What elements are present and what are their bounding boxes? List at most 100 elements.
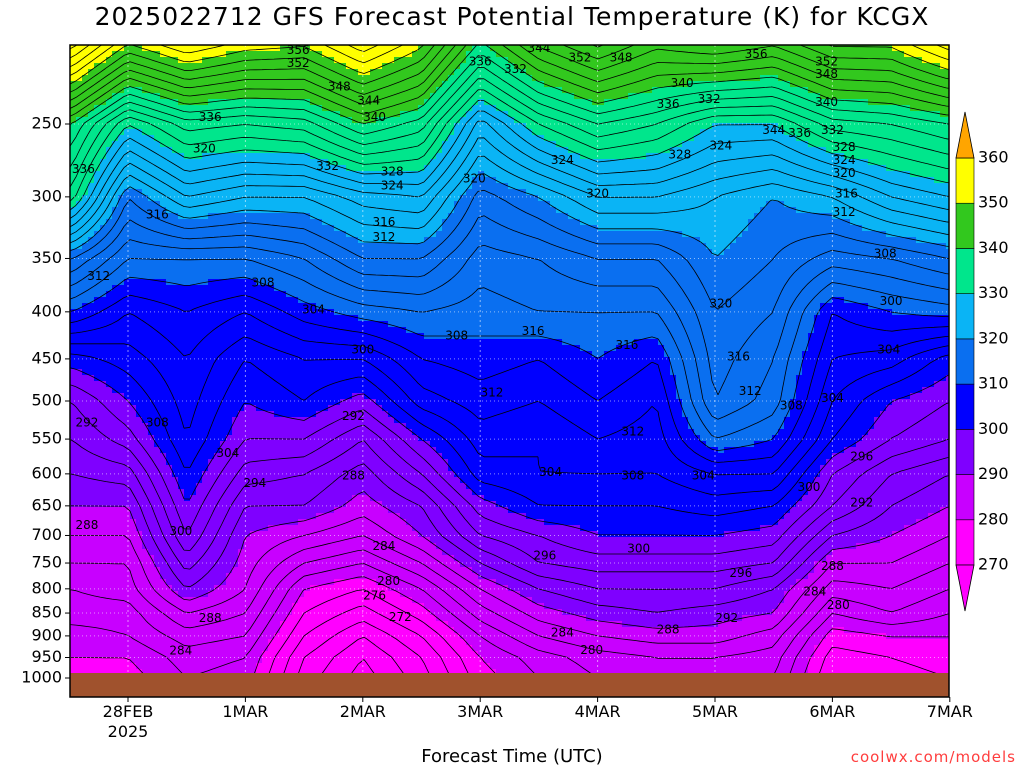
field-cell xyxy=(262,189,269,196)
field-cell xyxy=(232,165,239,172)
field-cell xyxy=(862,45,869,52)
field-cell xyxy=(868,189,875,196)
field-cell xyxy=(586,147,593,154)
field-cell xyxy=(562,201,569,208)
field-cell xyxy=(592,147,599,154)
field-cell xyxy=(898,117,905,124)
field-cell xyxy=(154,231,161,238)
field-cell xyxy=(580,195,587,202)
field-cell xyxy=(670,57,677,64)
field-cell xyxy=(766,81,773,88)
field-cell xyxy=(244,81,251,88)
field-cell xyxy=(706,63,713,70)
field-cell xyxy=(370,201,377,208)
field-cell xyxy=(274,99,281,106)
field-cell xyxy=(490,189,497,196)
field-cell xyxy=(664,243,671,250)
field-cell xyxy=(460,141,467,148)
field-cell xyxy=(430,45,437,52)
field-cell xyxy=(514,51,521,58)
field-cell xyxy=(508,69,515,76)
field-cell xyxy=(436,87,443,94)
field-cell xyxy=(160,183,167,190)
field-cell xyxy=(448,81,455,88)
field-cell xyxy=(856,225,863,232)
field-cell xyxy=(814,231,821,238)
field-cell xyxy=(508,177,515,184)
field-cell xyxy=(496,105,503,112)
field-cell xyxy=(892,99,899,106)
field-cell xyxy=(532,93,539,100)
field-cell xyxy=(196,201,203,208)
field-cell xyxy=(646,195,653,202)
field-cell xyxy=(76,69,83,76)
field-cell xyxy=(616,123,623,130)
field-cell xyxy=(148,213,155,220)
field-cell xyxy=(538,231,545,238)
field-cell xyxy=(364,45,371,52)
field-cell xyxy=(412,219,419,226)
field-cell xyxy=(112,225,119,232)
field-cell xyxy=(148,153,155,160)
field-cell xyxy=(364,159,371,166)
field-cell xyxy=(736,171,743,178)
field-cell xyxy=(712,99,719,106)
field-cell xyxy=(628,81,635,88)
field-cell xyxy=(202,219,209,226)
field-cell xyxy=(652,93,659,100)
field-cell xyxy=(796,75,803,82)
field-cell xyxy=(562,51,569,58)
field-cell xyxy=(598,189,605,196)
field-cell xyxy=(784,225,791,232)
field-cell xyxy=(568,153,575,160)
field-cell xyxy=(472,129,479,136)
field-cell xyxy=(646,213,653,220)
field-cell xyxy=(490,45,497,52)
field-cell xyxy=(706,87,713,94)
field-cell xyxy=(706,189,713,196)
field-cell xyxy=(682,87,689,94)
field-cell xyxy=(334,69,341,76)
field-cell xyxy=(232,207,239,214)
field-cell xyxy=(310,117,317,124)
field-cell xyxy=(490,165,497,172)
field-cell xyxy=(226,165,233,172)
field-cell xyxy=(670,147,677,154)
field-cell xyxy=(694,123,701,130)
field-cell xyxy=(676,201,683,208)
field-cell xyxy=(622,123,629,130)
field-cell xyxy=(424,201,431,208)
field-cell xyxy=(334,99,341,106)
field-cell xyxy=(586,153,593,160)
field-cell xyxy=(148,201,155,208)
field-cell xyxy=(610,147,617,154)
field-cell xyxy=(448,75,455,82)
field-cell xyxy=(754,141,761,148)
field-cell xyxy=(790,159,797,166)
field-cell xyxy=(694,147,701,154)
field-cell xyxy=(670,135,677,142)
field-cell xyxy=(754,147,761,154)
field-cell xyxy=(412,213,419,220)
field-cell xyxy=(826,159,833,166)
field-cell xyxy=(742,63,749,70)
field-cell xyxy=(352,165,359,172)
field-cell xyxy=(640,69,647,76)
field-cell xyxy=(640,99,647,106)
field-cell xyxy=(754,189,761,196)
field-cell xyxy=(358,225,365,232)
field-cell xyxy=(70,123,77,130)
field-cell xyxy=(778,153,785,160)
field-cell xyxy=(178,153,185,160)
field-cell xyxy=(544,225,551,232)
field-cell xyxy=(382,171,389,178)
field-cell xyxy=(328,117,335,124)
field-cell xyxy=(592,93,599,100)
field-cell xyxy=(940,159,947,166)
field-cell xyxy=(808,153,815,160)
field-cell xyxy=(220,141,227,148)
field-cell xyxy=(946,171,949,178)
field-cell xyxy=(472,57,479,64)
field-cell xyxy=(574,153,581,160)
field-cell xyxy=(454,237,461,244)
